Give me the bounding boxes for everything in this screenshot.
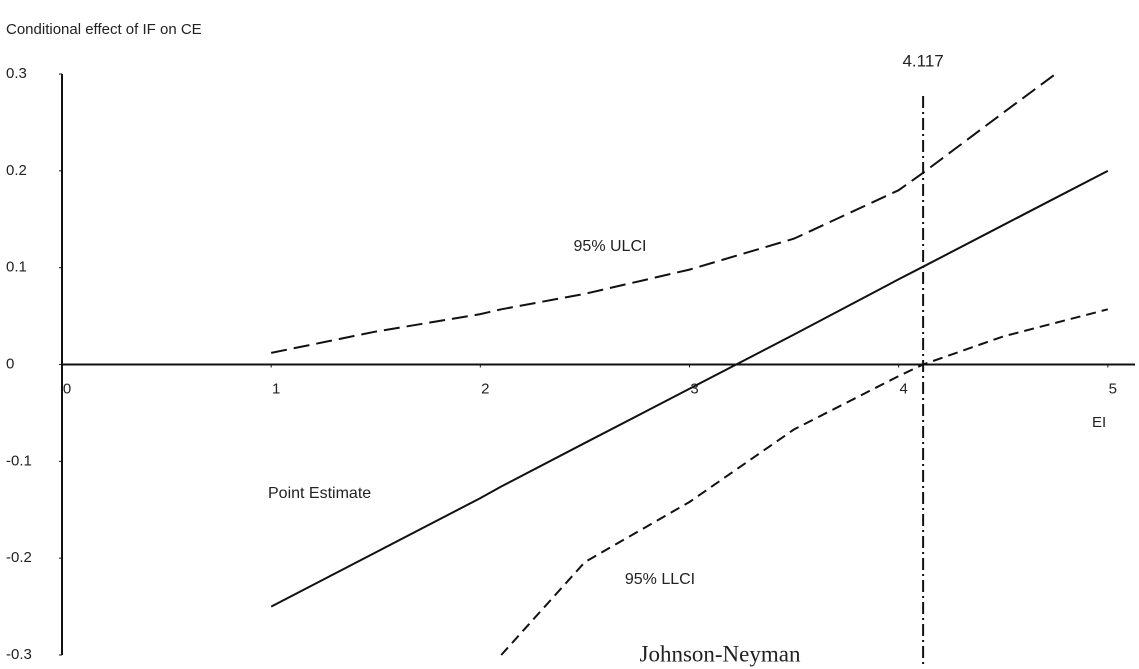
x-tick-label: 4 [899, 380, 907, 397]
series-line [501, 309, 1108, 655]
y-tick-label: -0.1 [6, 452, 32, 469]
series-line [271, 171, 1108, 607]
series-label: Point Estimate [268, 485, 371, 502]
y-axis-title: Conditional effect of IF on CE [6, 21, 202, 38]
x-tick-label: 5 [1109, 380, 1117, 397]
y-tick-label: 0.3 [6, 65, 27, 82]
johnson-neyman-label: Johnson-Neyman [640, 641, 801, 666]
x-tick-label: 0 [63, 380, 71, 397]
series-line [271, 74, 1055, 353]
x-tick-label: 2 [481, 380, 489, 397]
series-label: 95% LLCI [625, 571, 695, 588]
y-tick-label: 0 [6, 355, 14, 372]
series-label: 95% ULCI [574, 238, 647, 255]
y-tick-label: -0.2 [6, 549, 32, 566]
y-tick-label: -0.3 [6, 646, 32, 663]
chart: Conditional effect of IF on CE EI 0.3 0.2… [0, 0, 1139, 669]
x-tick-label: 3 [690, 380, 698, 397]
x-tick-label: 1 [272, 380, 280, 397]
y-tick-label: 0.1 [6, 259, 27, 276]
johnson-neyman-value: 4.117 [902, 51, 943, 70]
y-tick-label: 0.2 [6, 162, 27, 179]
x-axis-title: EI [1092, 414, 1106, 431]
page: {"chart_data": {"type": "line", "y_label… [0, 0, 1139, 669]
